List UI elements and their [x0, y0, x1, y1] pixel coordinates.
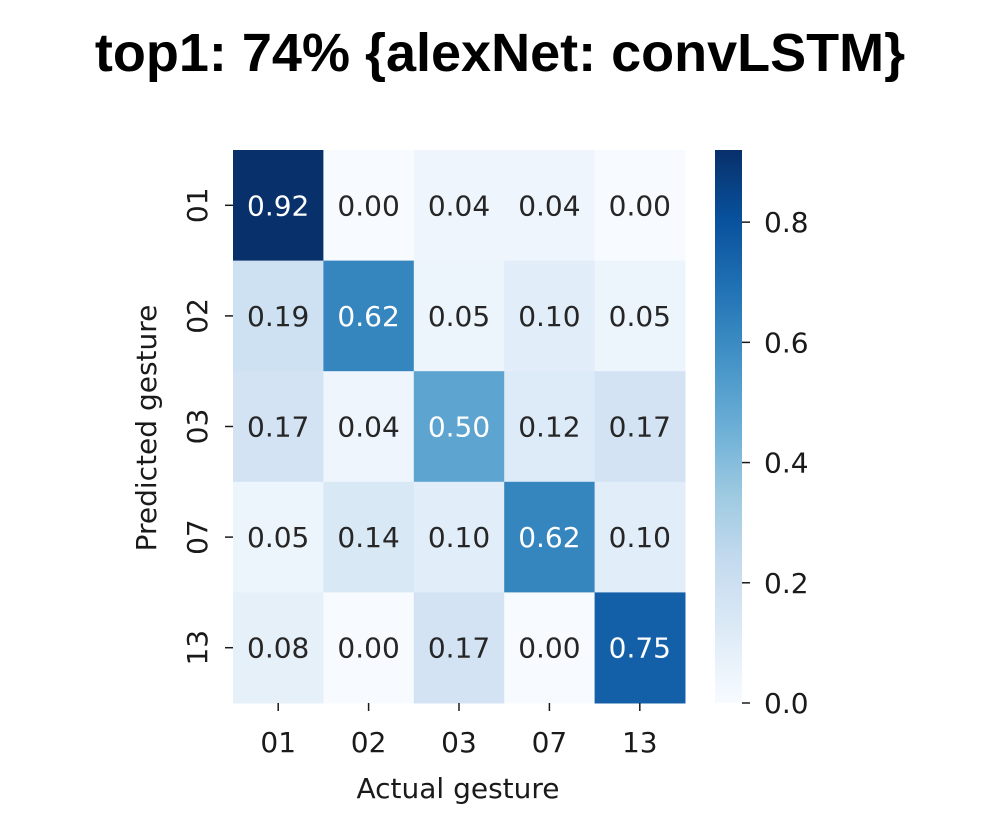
heatmap-cell-r1-c4: [504, 150, 596, 262]
heatmap-cell-r3-c5: [594, 371, 686, 483]
x-axis-title: Actual gesture: [356, 772, 559, 805]
heatmap-cell-labels: 0.92 0.00 0.04 0.04 0.00 0.19 0.62 0.05 0.10 0.05…: [247, 189, 671, 664]
x-tick-label: 01: [260, 726, 296, 759]
heatmap-cell-r2-c2: [323, 260, 415, 372]
cell-label-r1-c2: 0.00: [337, 189, 399, 222]
cell-label-r3-c3: 0.50: [428, 411, 490, 444]
cell-label-r5-c1: 0.08: [247, 632, 309, 665]
cell-label-r3-c2: 0.04: [337, 411, 399, 444]
cell-label-r3-c4: 0.12: [518, 411, 580, 444]
cell-label-r5-c5: 0.75: [609, 632, 671, 665]
cell-label-r1-c3: 0.04: [428, 189, 490, 222]
colorbar-ticks: 0.0 0.2 0.4 0.6 0.8: [742, 206, 809, 720]
heatmap-cell-r2-c1: [233, 260, 324, 372]
y-tick-label: 02: [181, 298, 214, 334]
heatmap-cell-r1-c1: [233, 150, 324, 262]
cell-label-r5-c2: 0.00: [337, 632, 399, 665]
heatmap-cell-r2-c5: [594, 260, 686, 372]
x-tick-label: 07: [532, 726, 568, 759]
cell-label-r1-c5: 0.00: [609, 189, 671, 222]
heatmap-cell-r4-c5: [594, 481, 686, 593]
cell-label-r4-c3: 0.10: [428, 521, 490, 554]
cell-label-r2-c1: 0.19: [247, 300, 309, 333]
cell-label-r3-c1: 0.17: [247, 411, 309, 444]
heatmap-cell-r5-c1: [233, 592, 324, 704]
heatmap-cell-r3-c4: [504, 371, 596, 483]
heatmap-cell-r1-c2: [323, 150, 415, 262]
colorbar-tick-label: 0.8: [764, 206, 809, 239]
colorbar-tick-label: 0.0: [764, 687, 809, 720]
heatmap-cell-r4-c4: [504, 481, 596, 593]
cell-label-r2-c2: 0.62: [337, 300, 399, 333]
cell-label-r4-c2: 0.14: [337, 521, 399, 554]
colorbar: [715, 150, 742, 703]
x-tick-label: 02: [351, 726, 387, 759]
heatmap-cell-r1-c3: [413, 150, 505, 262]
heatmap-cell-r4-c1: [233, 481, 324, 593]
cell-label-r2-c5: 0.05: [609, 300, 671, 333]
heatmap-cell-r3-c2: [323, 371, 415, 483]
heatmap-cell-r2-c3: [413, 260, 505, 372]
heatmap-cell-r3-c1: [233, 371, 324, 483]
y-tick-label: 01: [181, 187, 214, 223]
heatmap-cell-r2-c4: [504, 260, 596, 372]
heatmap-cell-r5-c2: [323, 592, 415, 704]
heatmap-cell-r1-c5: [594, 150, 686, 262]
heatmap-cell-r4-c3: [413, 481, 505, 593]
heatmap-cell-r5-c5: [594, 592, 686, 704]
heatmap-cell-r5-c3: [413, 592, 505, 704]
x-axis-ticks: 01 02 03 07 13: [260, 703, 658, 759]
y-tick-label: 13: [181, 630, 214, 666]
x-tick-label: 03: [441, 726, 477, 759]
colorbar-tick-label: 0.2: [764, 567, 809, 600]
y-axis-title: Predicted gesture: [130, 305, 163, 552]
heatmap-cells: [233, 150, 686, 704]
cell-label-r5-c3: 0.17: [428, 632, 490, 665]
cell-label-r4-c4: 0.62: [518, 521, 580, 554]
cell-label-r2-c3: 0.05: [428, 300, 490, 333]
colorbar-tick-label: 0.4: [764, 447, 809, 480]
y-axis-ticks: 01 02 03 07 13: [181, 187, 233, 666]
cell-label-r2-c4: 0.10: [518, 300, 580, 333]
cell-label-r4-c5: 0.10: [609, 521, 671, 554]
heatmap-cell-r5-c4: [504, 592, 596, 704]
chart-title: top1: 74% {alexNet: convLSTM}: [94, 23, 906, 83]
colorbar-tick-label: 0.6: [764, 326, 809, 359]
y-tick-label: 07: [181, 519, 214, 555]
cell-label-r5-c4: 0.00: [518, 632, 580, 665]
cell-label-r1-c1: 0.92: [247, 189, 309, 222]
x-tick-label: 13: [622, 726, 658, 759]
heatmap-cell-r4-c2: [323, 481, 415, 593]
cell-label-r4-c1: 0.05: [247, 521, 309, 554]
cell-label-r3-c5: 0.17: [609, 411, 671, 444]
heatmap-cell-r3-c3: [413, 371, 505, 483]
y-tick-label: 03: [181, 409, 214, 445]
cell-label-r1-c4: 0.04: [518, 189, 580, 222]
